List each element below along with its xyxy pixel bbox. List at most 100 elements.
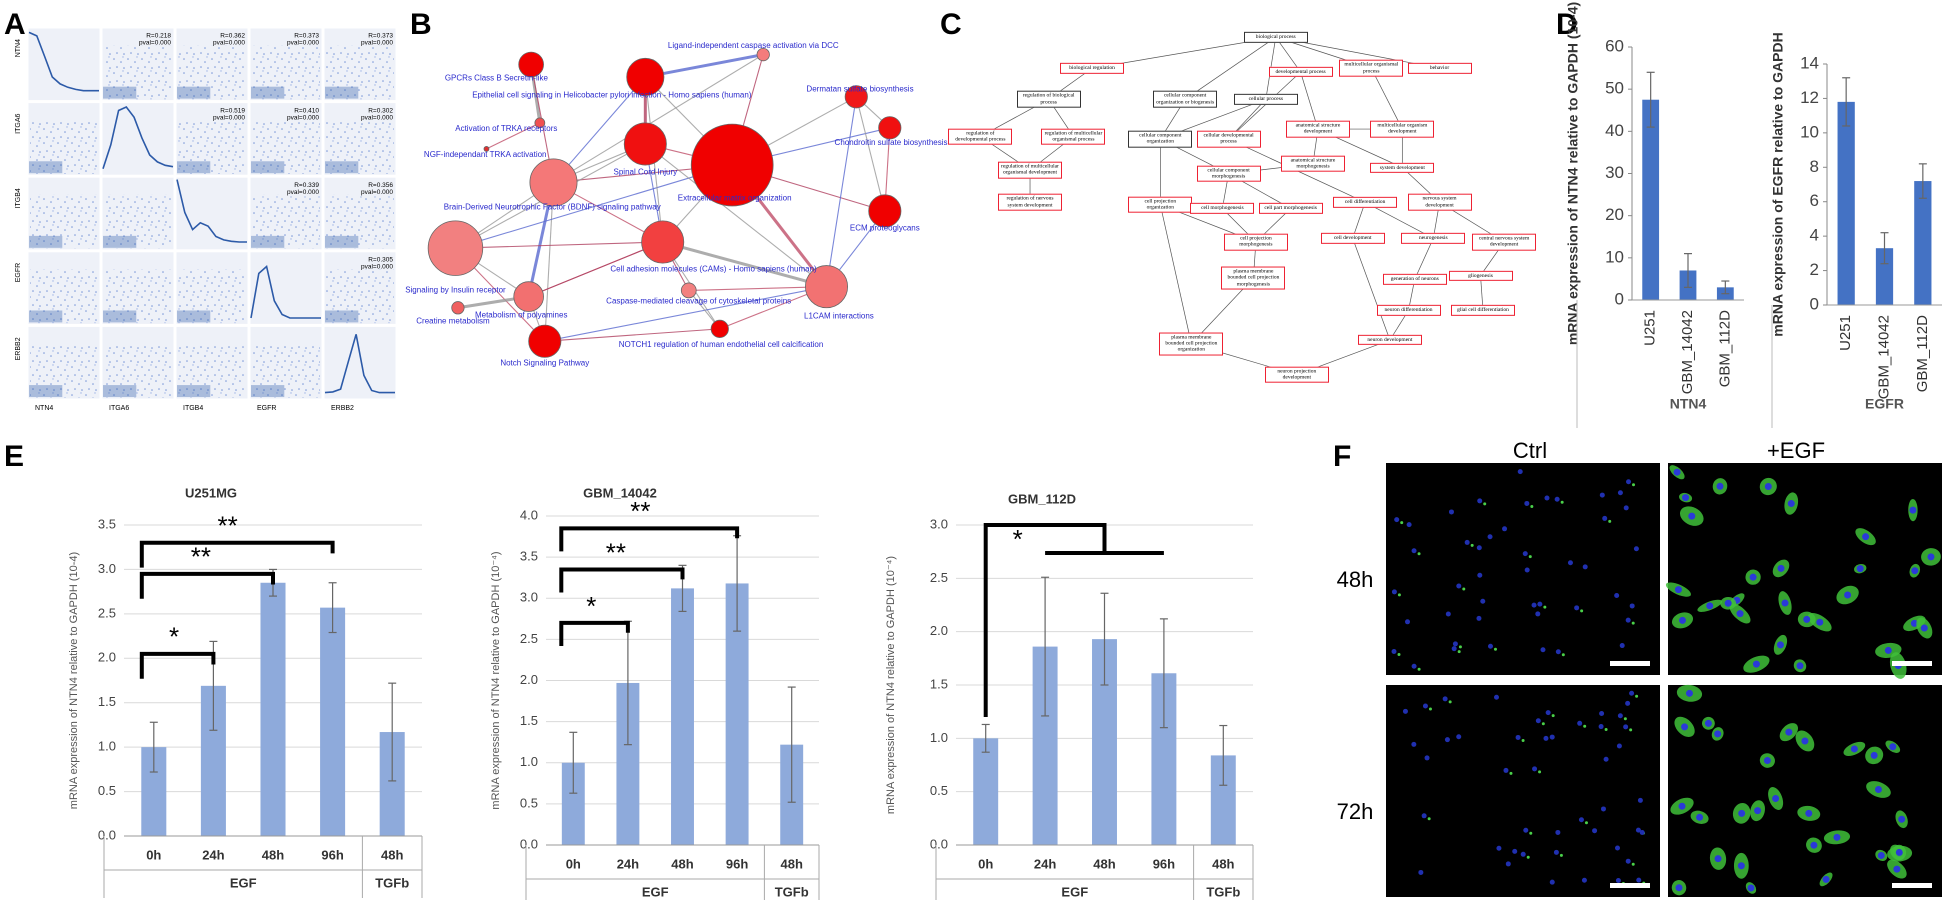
nucleus bbox=[1623, 505, 1629, 511]
tree-edge bbox=[1370, 68, 1403, 130]
speck bbox=[1529, 831, 1533, 835]
go-term: system development bbox=[1370, 162, 1435, 173]
nucleus bbox=[1617, 713, 1623, 719]
y-tick-label: 1.0 bbox=[98, 739, 116, 754]
nucleus bbox=[1777, 564, 1785, 572]
y-tick-label: 60 bbox=[1605, 36, 1624, 55]
density-curve bbox=[176, 179, 247, 243]
go-term: cell differentiation bbox=[1333, 197, 1398, 208]
node-label: Signaling by Insulin receptor bbox=[405, 286, 506, 295]
y-tick-label: 2.0 bbox=[930, 623, 948, 638]
y-tick-label: 0.5 bbox=[520, 795, 538, 810]
matrix-cell bbox=[249, 251, 323, 325]
bar bbox=[973, 738, 999, 845]
nucleus bbox=[1445, 611, 1451, 617]
speck bbox=[1584, 821, 1588, 825]
nucleus bbox=[1537, 601, 1543, 607]
significance-label: ** bbox=[218, 511, 238, 541]
significance-bracket bbox=[559, 620, 630, 646]
correlation-r: R=0.218 bbox=[146, 33, 171, 40]
nucleus bbox=[1625, 617, 1631, 623]
nucleus bbox=[1406, 522, 1412, 528]
nucleus bbox=[1549, 879, 1555, 885]
nucleus bbox=[1822, 875, 1830, 883]
nucleus bbox=[1522, 551, 1528, 557]
speck bbox=[1483, 502, 1487, 506]
nucleus bbox=[1444, 737, 1450, 743]
nucleus bbox=[1567, 560, 1573, 566]
scatter-dense bbox=[103, 86, 137, 99]
correlation-r: R=0.356 bbox=[368, 182, 393, 189]
nucleus bbox=[1764, 483, 1772, 491]
nucleus bbox=[1716, 482, 1724, 490]
scatter-cloud bbox=[30, 269, 98, 324]
nucleus bbox=[1574, 605, 1580, 611]
nucleus bbox=[1554, 496, 1560, 502]
column-label: +EGF bbox=[1767, 438, 1825, 463]
nucleus bbox=[1920, 624, 1928, 632]
go-term: generation of neurons bbox=[1382, 274, 1447, 285]
nucleus bbox=[1895, 848, 1903, 856]
speck bbox=[1604, 728, 1608, 732]
speck bbox=[1560, 500, 1564, 504]
nucleus bbox=[1614, 592, 1620, 598]
speck bbox=[1427, 817, 1431, 821]
go-term: regulation of developmental process bbox=[948, 128, 1013, 145]
x-tick-label: 0h bbox=[146, 847, 161, 862]
significance-bracket bbox=[139, 651, 216, 679]
nucleus bbox=[1524, 567, 1530, 573]
scatter-dense bbox=[325, 235, 359, 248]
nucleus bbox=[1411, 741, 1417, 747]
nucleus bbox=[1616, 743, 1622, 749]
nucleus bbox=[1603, 756, 1609, 762]
y-tick-label: 2 bbox=[1810, 260, 1819, 279]
y-tick-label: 12 bbox=[1800, 88, 1819, 107]
nucleus bbox=[1626, 479, 1632, 485]
x-tick-label: GBM_112D bbox=[1914, 315, 1931, 392]
nucleus bbox=[1477, 498, 1483, 504]
nucleus bbox=[1674, 586, 1682, 594]
nucleus bbox=[1456, 583, 1462, 589]
speck bbox=[1583, 724, 1587, 728]
scale-bar bbox=[1610, 661, 1650, 666]
network-node bbox=[868, 194, 902, 228]
nucleus bbox=[1884, 646, 1892, 654]
node-label: Dermatan sulfate biosynthesis bbox=[806, 84, 913, 93]
y-tick-label: 2.0 bbox=[98, 650, 116, 665]
row-label: 72h bbox=[1337, 799, 1374, 824]
y-tick-label: 8 bbox=[1810, 157, 1819, 176]
nucleus bbox=[1639, 829, 1645, 835]
nucleus bbox=[1696, 813, 1704, 821]
density-curve bbox=[250, 265, 321, 319]
scatter-dense bbox=[325, 310, 359, 323]
go-term: neuron development bbox=[1357, 334, 1422, 346]
scatter-cloud bbox=[252, 194, 320, 249]
network-node bbox=[528, 324, 562, 358]
scatter-dense bbox=[29, 385, 63, 398]
significance-bracket bbox=[139, 571, 275, 599]
x-tick-label: GBM_14042 bbox=[1679, 310, 1696, 394]
network-edge bbox=[455, 164, 733, 249]
scatter-dense bbox=[29, 161, 63, 174]
scatter-cloud bbox=[178, 45, 246, 100]
density-curve bbox=[324, 334, 395, 394]
correlation-r: R=0.410 bbox=[294, 107, 319, 114]
significance-bracket bbox=[559, 567, 685, 593]
scatter-cloud bbox=[252, 45, 320, 100]
go-term: neuron projection development bbox=[1264, 366, 1329, 384]
network-node bbox=[805, 265, 849, 309]
y-tick-label: 30 bbox=[1605, 163, 1624, 182]
bar bbox=[1642, 99, 1660, 300]
row-label: ITGA6 bbox=[15, 113, 22, 133]
y-tick-label: 4 bbox=[1810, 226, 1819, 245]
correlation-p: pval=0.000 bbox=[287, 189, 319, 196]
x-tick-label: 48h bbox=[262, 847, 284, 862]
group-label: TGFb bbox=[1206, 884, 1240, 899]
network-edge bbox=[662, 240, 827, 289]
nucleus bbox=[1524, 500, 1530, 506]
nucleus bbox=[1738, 809, 1746, 817]
x-tick-label: 48h bbox=[1212, 856, 1234, 871]
node-label: Caspase-mediated cleavage of cytoskeleta… bbox=[606, 297, 791, 306]
network-node bbox=[641, 220, 685, 264]
nucleus bbox=[1801, 737, 1809, 745]
